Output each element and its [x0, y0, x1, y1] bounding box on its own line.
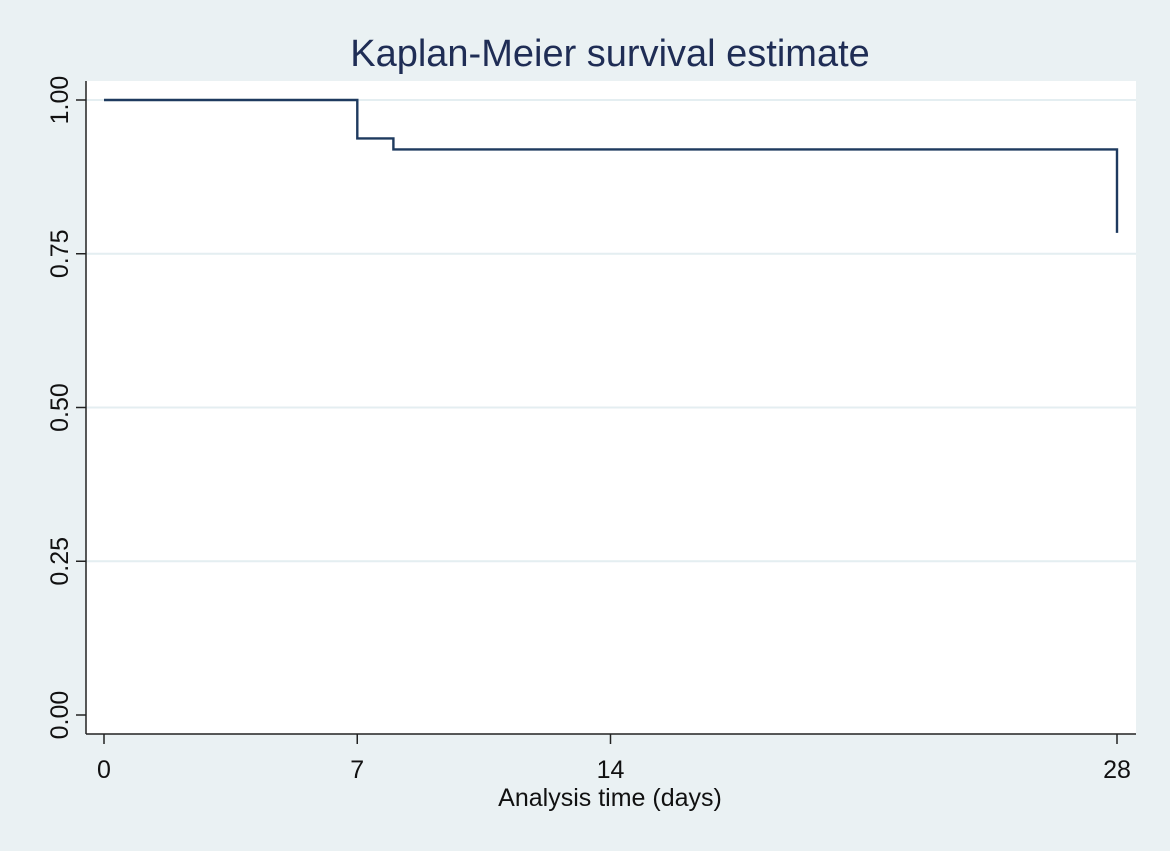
x-tick-label: 7: [350, 756, 364, 784]
series-layer: [104, 98, 1119, 233]
x-tick-label: 14: [597, 756, 625, 784]
chart-title: Kaplan-Meier survival estimate: [350, 33, 870, 75]
y-tick-label: 0.75: [46, 229, 74, 278]
y-tick-label: 0.00: [46, 691, 74, 740]
x-tick-label: 0: [97, 756, 111, 784]
survival-curve: [104, 98, 1119, 233]
axis-ticks: 0.00 0.25 0.50 0.75 1.00 0 7 14 28: [46, 76, 1131, 784]
y-tick-label: 0.50: [46, 383, 74, 432]
y-tick-label: 1.00: [46, 76, 74, 125]
x-axis-title: Analysis time (days): [498, 784, 722, 812]
x-tick-label: 28: [1103, 756, 1131, 784]
y-tick-label: 0.25: [46, 537, 74, 586]
